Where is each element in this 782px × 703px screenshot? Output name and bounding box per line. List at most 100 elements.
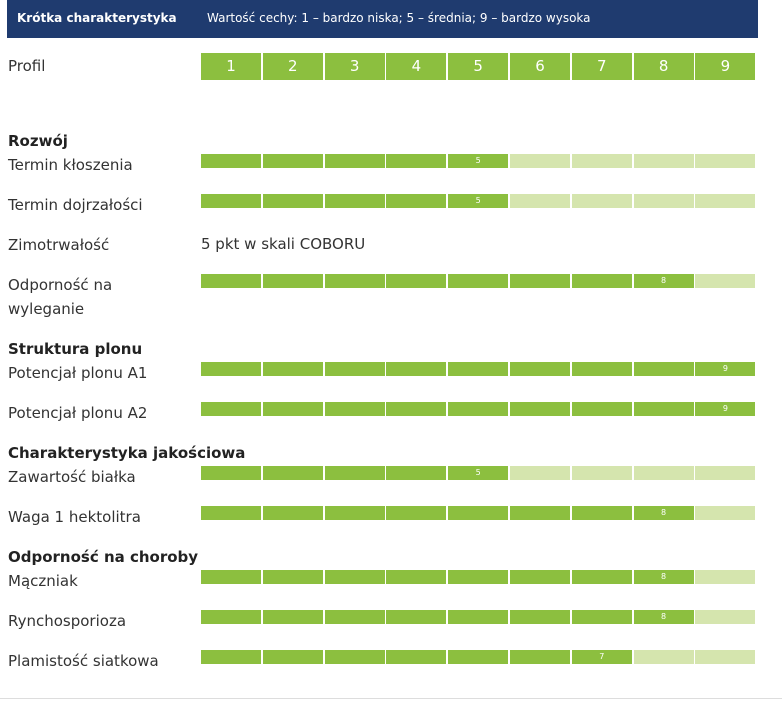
bar-segment-filled: [262, 402, 323, 416]
bar-segment-filled: 8: [633, 506, 694, 520]
header-bar: Krótka charakterystyka Wartość cechy: 1 …: [7, 0, 758, 38]
bar-segment-filled: [262, 362, 323, 376]
bar-segment-filled: [324, 362, 385, 376]
bar-segment-filled: [386, 154, 447, 168]
bar-segment-filled: [448, 402, 509, 416]
bar-segment-empty: [695, 570, 756, 584]
bar-segment-filled: [324, 274, 385, 288]
bar-value-label: 8: [661, 508, 667, 517]
bar-segment-filled: [448, 570, 509, 584]
bar-segment-filled: [262, 194, 323, 208]
profile-level-9: 9: [695, 53, 756, 80]
bar-segment-empty: [510, 154, 570, 168]
bar-segment-filled: [201, 274, 261, 288]
bar-segment-filled: [201, 570, 261, 584]
bar-segment-filled: [448, 650, 509, 664]
bottom-divider: [0, 698, 782, 699]
bar-segment-filled: 8: [633, 274, 694, 288]
section-title-charakterystyka-jakosciowa: Charakterystyka jakościowa: [8, 444, 246, 462]
bar-segment-empty: [695, 274, 756, 288]
row-text-value: 5 pkt w skali COBORU: [201, 235, 366, 253]
bar-segment-filled: 5: [448, 154, 509, 168]
bar-segment-filled: 8: [633, 610, 694, 624]
bar-segment-filled: [324, 154, 385, 168]
bar-segment-filled: [262, 650, 323, 664]
bar-segment-empty: [510, 194, 570, 208]
row-label-zimotrwalosc: Zimotrwałość: [8, 236, 110, 254]
bar-segment-filled: [571, 506, 632, 520]
bar-segment-filled: [324, 506, 385, 520]
bar-value-label: 8: [661, 276, 667, 285]
bar-segment-filled: [386, 362, 447, 376]
bar-segment-filled: [448, 362, 509, 376]
bar-segment-filled: [386, 650, 447, 664]
bar-segment-filled: [201, 506, 261, 520]
bar-segment-empty: [633, 154, 694, 168]
bar-segment-filled: [510, 610, 570, 624]
bar-segment-empty: [510, 466, 570, 480]
section-title-odpornosc-na-choroby: Odporność na choroby: [8, 548, 199, 566]
bar-segment-filled: [386, 610, 447, 624]
bar-segment-filled: [324, 466, 385, 480]
bar-segment-filled: [386, 194, 447, 208]
bar-segment-filled: [324, 402, 385, 416]
bar-segment-filled: [386, 506, 447, 520]
bar-segment-filled: [262, 466, 323, 480]
bar-segment-empty: [571, 154, 632, 168]
bar-segment-filled: 9: [695, 362, 756, 376]
bar-segment-filled: [510, 362, 570, 376]
bar-segment-empty: [695, 506, 756, 520]
bar-segment-filled: [324, 650, 385, 664]
bar-segment-filled: [201, 194, 261, 208]
row-label-maczniak: Mączniak: [8, 572, 78, 590]
row-label-waga-1-hektolitra: Waga 1 hektolitra: [8, 508, 141, 526]
row-label-plamistosc-siatkowa: Plamistość siatkowa: [8, 652, 159, 670]
bar-segment-filled: [571, 362, 632, 376]
bar-segment-empty: [633, 466, 694, 480]
bar-segment-filled: [510, 274, 570, 288]
bar-segment-filled: [571, 402, 632, 416]
bar-segment-filled: [324, 610, 385, 624]
bar-segment-filled: 5: [448, 194, 509, 208]
bar-segment-filled: [201, 402, 261, 416]
profile-level-5: 5: [448, 53, 509, 80]
bar-segment-empty: [571, 466, 632, 480]
bar-segment-filled: [386, 570, 447, 584]
bar-segment-empty: [633, 650, 694, 664]
bar-segment-empty: [695, 610, 756, 624]
bar-segment-filled: [201, 154, 261, 168]
header-title: Krótka charakterystyka: [17, 11, 177, 25]
profile-level-3: 3: [324, 53, 385, 80]
bar-segment-filled: [262, 154, 323, 168]
bar-segment-filled: [571, 570, 632, 584]
bar-segment-empty: [571, 194, 632, 208]
bar-segment-empty: [695, 194, 756, 208]
row-label-zawartosc-bialka: Zawartość białka: [8, 468, 136, 486]
bar-segment-filled: [324, 194, 385, 208]
bar-value-label: 5: [475, 156, 481, 165]
bar-segment-filled: [510, 570, 570, 584]
bar-segment-filled: [262, 570, 323, 584]
bar-segment-filled: [510, 650, 570, 664]
bar-segment-filled: [633, 362, 694, 376]
bar-segment-filled: [201, 650, 261, 664]
bar-segment-empty: [633, 194, 694, 208]
bar-segment-filled: [510, 506, 570, 520]
bar-value-label: 5: [475, 196, 481, 205]
profile-level-7: 7: [571, 53, 632, 80]
bar-segment-filled: [386, 274, 447, 288]
row-label-odpornosc-na-wyleganie: Odporność na wyleganie: [8, 276, 113, 318]
bar-segment-filled: 5: [448, 466, 509, 480]
bar-value-label: 8: [661, 572, 667, 581]
bar-segment-empty: [695, 650, 756, 664]
bar-segment-filled: [448, 274, 509, 288]
bar-segment-filled: 7: [571, 650, 632, 664]
bar-segment-filled: [201, 362, 261, 376]
bar-segment-filled: [324, 570, 385, 584]
bar-segment-filled: [633, 402, 694, 416]
bar-segment-filled: 8: [633, 570, 694, 584]
bar-segment-filled: [448, 506, 509, 520]
profile-level-1: 1: [201, 53, 261, 80]
bar-segment-filled: 9: [695, 402, 756, 416]
bar-segment-filled: [262, 610, 323, 624]
